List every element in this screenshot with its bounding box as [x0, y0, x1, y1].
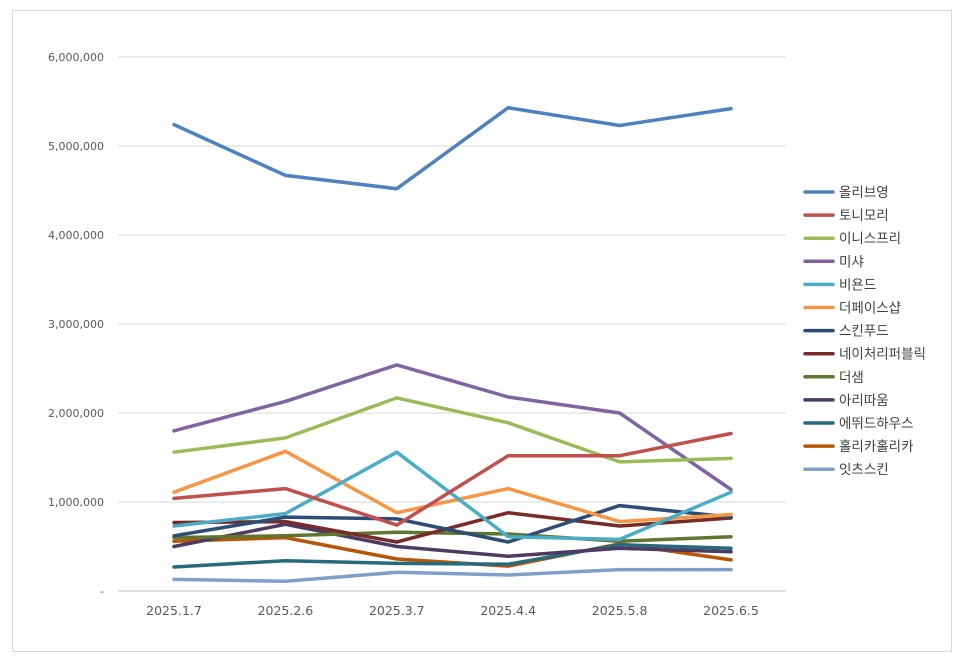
legend: 올리브영토니모리이니스프리미샤비욘드더페이스샵스킨푸드네이처리퍼블릭더샘아리따움… [803, 185, 926, 478]
legend-label: 홀리카홀리카 [839, 439, 914, 455]
y-axis: - 1,000,000 2,000,000 3,000,000 4,000,000 5,0… [48, 51, 104, 598]
legend-label: 미샤 [839, 254, 864, 270]
y-tick-label: 4,000,000 [48, 229, 104, 242]
x-tick-label: 2025.1.7 [146, 603, 202, 618]
legend-label: 아리따움 [839, 393, 889, 409]
legend-label: 에뛰드하우스 [839, 416, 914, 432]
series-line-4 [172, 450, 733, 542]
series-line-9 [172, 522, 733, 559]
series-line-0 [172, 105, 733, 191]
legend-label: 더페이스샵 [839, 301, 901, 317]
x-tick-label: 2025.2.6 [258, 603, 314, 618]
series-line-3 [172, 363, 733, 492]
y-tick-label: 6,000,000 [48, 51, 104, 64]
series-line-5 [172, 449, 733, 524]
legend-label: 비욘드 [839, 277, 876, 293]
x-axis: 2025.1.7 2025.2.6 2025.3.7 2025.4.4 2025.5.8… [146, 603, 759, 618]
series-line-6 [172, 503, 733, 544]
series-line-10 [172, 542, 733, 569]
y-tick-label: 3,000,000 [48, 318, 104, 331]
x-tick-label: 2025.5.8 [592, 603, 648, 618]
y-tick-label: - [100, 585, 104, 598]
gridlines [118, 56, 786, 592]
legend-label: 이니스프리 [839, 231, 901, 247]
legend-label: 네이처리퍼블릭 [839, 347, 926, 363]
legend-label: 잇츠스킨 [839, 462, 889, 478]
x-tick-label: 2025.4.4 [480, 603, 536, 618]
y-tick-label: 1,000,000 [48, 496, 104, 509]
series-lines [172, 105, 733, 583]
x-tick-label: 2025.6.5 [703, 603, 759, 618]
y-tick-label: 2,000,000 [48, 407, 104, 420]
chart-frame [12, 10, 952, 652]
x-tick-label: 2025.3.7 [369, 603, 425, 618]
series-line-2 [172, 396, 733, 464]
legend-label: 스킨푸드 [839, 324, 889, 340]
series-line-12 [172, 567, 733, 583]
y-tick-label: 5,000,000 [48, 140, 104, 153]
series-line-8 [172, 530, 733, 543]
series-line-1 [172, 431, 733, 527]
legend-label: 토니모리 [839, 208, 889, 224]
legend-label: 올리브영 [839, 185, 889, 201]
legend-label: 더샘 [839, 370, 864, 386]
